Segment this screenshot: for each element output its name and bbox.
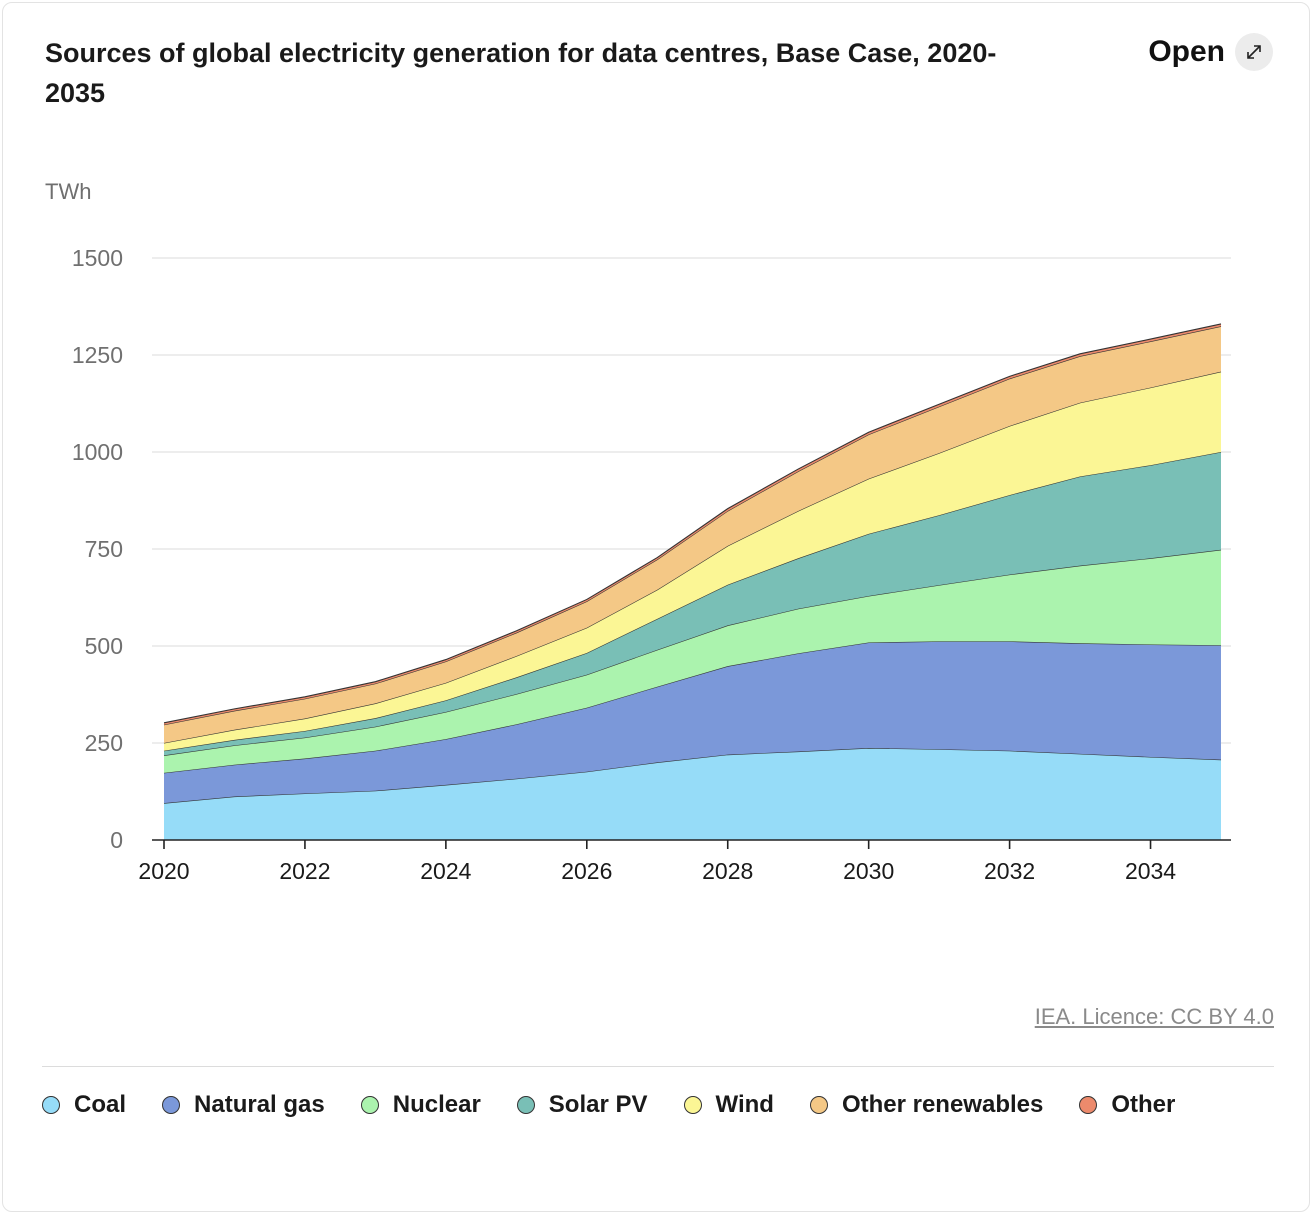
y-tick-label: 750 (85, 536, 123, 562)
area-coal (164, 748, 1221, 840)
legend-divider (42, 1066, 1274, 1067)
legend-swatch (360, 1096, 379, 1114)
legend-item-other-renewables[interactable]: Other renewables (809, 1091, 1044, 1118)
open-label: Open (1148, 35, 1225, 68)
y-tick-label: 1500 (72, 245, 123, 271)
area-other-edge (163, 323, 1222, 724)
legend: Coal Natural gas Nuclear Solar PV Wind Other … (42, 1091, 1192, 1118)
y-tick-label: 0 (110, 827, 123, 853)
legend-label: Nuclear (392, 1091, 481, 1118)
x-tick-label: 2022 (279, 858, 330, 884)
x-tick-label: 2034 (1125, 858, 1176, 884)
legend-label: Natural gas (194, 1091, 325, 1118)
x-tick-label: 2032 (984, 858, 1035, 884)
legend-label: Other (1111, 1091, 1176, 1118)
expand-icon[interactable] (1235, 33, 1273, 71)
legend-label: Coal (74, 1091, 127, 1118)
legend-item-solar-pv[interactable]: Solar PV (516, 1091, 648, 1118)
licence-link[interactable]: IEA. Licence: CC BY 4.0 (1034, 1004, 1274, 1029)
area-solar-pv (164, 452, 1221, 756)
legend-item-coal[interactable]: Coal (42, 1091, 127, 1118)
stacked-area-chart: 0 250 500 750 1000 1250 1500 2020 2022 2024 2026 20… (72, 245, 1231, 884)
legend-label: Wind (715, 1091, 774, 1118)
legend-item-wind[interactable]: Wind (683, 1091, 774, 1118)
x-tick-label: 2030 (843, 858, 894, 884)
y-axis-unit: TWh (45, 179, 92, 204)
legend-item-nuclear[interactable]: Nuclear (360, 1091, 481, 1118)
legend-swatch (1079, 1096, 1098, 1114)
legend-item-other[interactable]: Other (1079, 1091, 1176, 1118)
chart-title: Sources of global electricity generation… (45, 38, 997, 108)
open-button[interactable]: Open (1148, 33, 1273, 71)
area-natural-gas (164, 641, 1221, 804)
x-tick-label: 2026 (561, 858, 612, 884)
y-tick-label: 1000 (72, 439, 123, 465)
legend-swatch (516, 1096, 535, 1114)
legend-swatch (683, 1096, 702, 1114)
legend-item-natural-gas[interactable]: Natural gas (162, 1091, 325, 1118)
y-tick-label: 250 (85, 730, 123, 756)
legend-label: Solar PV (548, 1091, 648, 1118)
legend-swatch (162, 1096, 181, 1114)
x-tick-label: 2024 (420, 858, 471, 884)
y-tick-label: 1250 (72, 342, 123, 368)
legend-swatch (809, 1096, 828, 1114)
area-nuclear (164, 549, 1221, 773)
legend-swatch (42, 1096, 60, 1114)
x-tick-label: 2028 (702, 858, 753, 884)
y-tick-label: 500 (85, 633, 123, 659)
area-wind (164, 371, 1221, 751)
area-other-renewables (164, 326, 1221, 743)
legend-label: Other renewables (841, 1091, 1044, 1118)
x-tick-label: 2020 (138, 858, 189, 884)
